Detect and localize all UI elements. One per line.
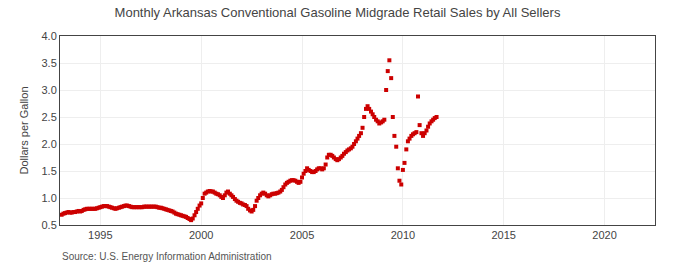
svg-text:3.5: 3.5 xyxy=(42,57,57,69)
svg-text:Source: U.S. Energy Informatio: Source: U.S. Energy Information Administ… xyxy=(62,251,272,262)
svg-text:1.5: 1.5 xyxy=(42,165,57,177)
svg-text:0.5: 0.5 xyxy=(42,219,57,231)
svg-text:2.5: 2.5 xyxy=(42,111,57,123)
svg-text:2015: 2015 xyxy=(491,229,515,241)
svg-text:1.0: 1.0 xyxy=(42,192,57,204)
svg-text:Dollars per Gallon: Dollars per Gallon xyxy=(18,86,30,174)
svg-text:3.0: 3.0 xyxy=(42,84,57,96)
svg-text:1995: 1995 xyxy=(88,229,112,241)
svg-text:2000: 2000 xyxy=(189,229,213,241)
svg-text:2.0: 2.0 xyxy=(42,138,57,150)
svg-text:2005: 2005 xyxy=(290,229,314,241)
svg-text:2020: 2020 xyxy=(592,229,616,241)
svg-text:2010: 2010 xyxy=(391,229,415,241)
svg-text:4.0: 4.0 xyxy=(42,30,57,42)
svg-text:Monthly Arkansas Conventional: Monthly Arkansas Conventional Gasoline M… xyxy=(115,5,561,20)
